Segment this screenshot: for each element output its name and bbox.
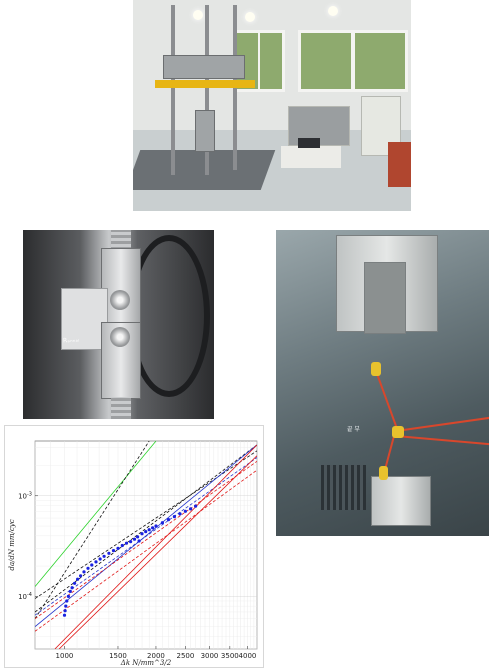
data-point <box>82 570 86 574</box>
ceiling-lamp <box>328 6 338 16</box>
lower-clamp <box>371 476 431 526</box>
data-point <box>63 609 67 613</box>
grid-layer <box>34 441 258 650</box>
x-tick-label: 2000 <box>147 652 165 660</box>
data-point <box>64 604 68 608</box>
machine-column <box>171 5 175 175</box>
data-point <box>65 599 69 603</box>
data-point <box>166 518 171 522</box>
data-point <box>132 537 137 541</box>
data-point <box>90 563 94 567</box>
strain-gauge-mid <box>392 426 404 438</box>
lower-rod <box>111 397 131 419</box>
tick-layer: 1000 1500 2000 2500 3000 3500 4000 10-4 10-3 <box>18 491 256 660</box>
data-point <box>178 512 182 516</box>
machine-crosshead <box>163 55 245 79</box>
upper-pin <box>110 290 130 310</box>
red-toolbox <box>388 142 411 187</box>
data-point <box>144 530 148 534</box>
x-tick-label: 1000 <box>56 652 74 660</box>
crack-growth-chart: 1000 1500 2000 2500 3000 3500 4000 10-4 10-3 Δk … <box>4 425 264 668</box>
data-point <box>124 541 129 545</box>
data-point <box>107 551 111 555</box>
data-point <box>189 507 193 511</box>
chart-svg: 1000 1500 2000 2500 3000 3500 4000 10-4 10-3 Δk … <box>8 440 258 667</box>
fit-line <box>54 444 257 649</box>
data-point <box>194 504 198 508</box>
fit-line <box>35 444 257 628</box>
data-point <box>154 524 158 528</box>
data-point <box>183 509 187 513</box>
specimen-tab <box>61 288 108 350</box>
yellow-beam <box>155 80 255 88</box>
data-point <box>137 539 141 543</box>
fit-line <box>35 441 157 587</box>
data-point <box>151 526 155 530</box>
strain-gauge-low <box>379 466 388 480</box>
upper-rod <box>111 230 131 250</box>
ceiling-lamp <box>193 10 203 20</box>
fit-line <box>35 441 150 619</box>
data-point <box>70 586 74 590</box>
y-tick-label: 10-4 <box>18 592 32 601</box>
data-point <box>102 554 106 558</box>
ceiling-lamp <box>245 12 255 22</box>
chamber-label: 끝 부 <box>347 426 360 433</box>
y-axis-label: da/dN mm/cyc <box>8 519 16 570</box>
data-point <box>73 581 77 585</box>
clamp-gap <box>364 262 406 334</box>
chamber-vent <box>321 465 366 510</box>
load-cell <box>195 110 215 152</box>
data-point <box>79 574 83 578</box>
data-point <box>98 557 102 561</box>
series-layer <box>35 441 257 649</box>
data-point <box>140 532 144 536</box>
data-point <box>147 528 151 532</box>
laptop <box>298 138 320 148</box>
x-axis-label: Δk N/mm^3/2 <box>120 659 172 667</box>
fit-line <box>35 469 257 632</box>
specimen-label: Rₐₙₙₐₗ <box>62 336 80 345</box>
data-point <box>160 521 164 525</box>
x-tick-label: 4000 <box>239 652 257 660</box>
x-tick-label: 3500 <box>221 652 239 660</box>
strain-gauge-top <box>371 362 381 376</box>
chamber-photo <box>276 230 489 536</box>
data-point <box>136 535 140 539</box>
x-tick-label: 1500 <box>109 652 127 660</box>
data-point <box>68 589 72 593</box>
data-point <box>116 546 120 550</box>
x-tick-label: 3000 <box>201 652 219 660</box>
fit-line <box>58 455 257 649</box>
x-tick-label: 2500 <box>176 652 194 660</box>
data-point <box>120 543 124 548</box>
y-tick-label: 10-3 <box>18 491 32 500</box>
data-point <box>172 515 176 519</box>
machine-column <box>205 5 209 175</box>
operator-desk <box>281 146 341 168</box>
data-point <box>86 566 90 570</box>
lab-window <box>298 30 408 92</box>
lab-photo <box>133 0 411 211</box>
points-layer <box>62 504 198 617</box>
data-point <box>111 549 116 553</box>
fit-line <box>35 460 257 620</box>
lower-pin <box>110 327 130 347</box>
specimen-photo <box>23 230 214 419</box>
data-point <box>129 540 133 544</box>
data-point <box>76 577 80 581</box>
fit-line <box>35 444 257 613</box>
data-point <box>94 560 98 564</box>
data-point <box>62 613 67 617</box>
data-point <box>66 594 70 598</box>
